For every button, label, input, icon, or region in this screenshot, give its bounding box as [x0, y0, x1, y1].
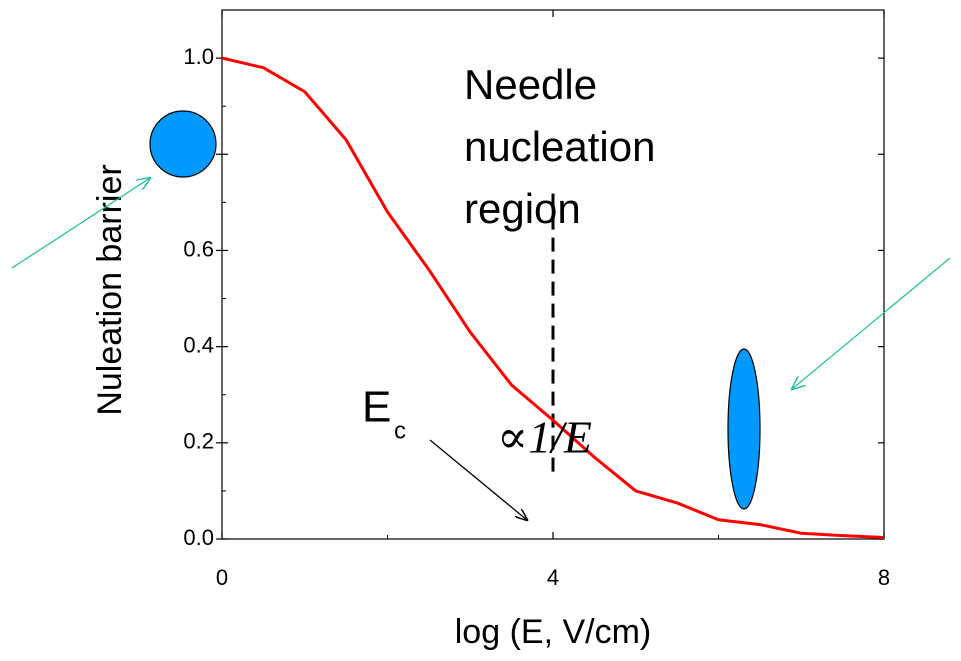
- y-tick-label: 1.0: [183, 44, 214, 69]
- scaling-label: ∝1/E: [497, 412, 592, 463]
- x-tick-label: 0: [216, 565, 228, 590]
- overlay: E c ∝1/E Needle nucleation region: [11, 61, 951, 520]
- pointer-arrow: [11, 178, 150, 269]
- sphere-shape: [149, 110, 217, 178]
- region-label: Needle: [464, 61, 597, 108]
- y-axis-label: Nuleation barrier: [91, 164, 129, 415]
- x-tick-label: 4: [547, 565, 559, 590]
- x-axis-label: log (E, V/cm): [455, 613, 651, 651]
- ec-arrow: [429, 439, 527, 520]
- region-label: nucleation: [464, 123, 655, 170]
- needle-shape: [727, 348, 761, 510]
- data-line: [221, 56, 885, 540]
- x-tick-label: 8: [878, 565, 890, 590]
- y-tick-label: 0.6: [183, 236, 214, 261]
- ec-label: E: [362, 383, 391, 432]
- y-tick-label: 0.0: [183, 525, 214, 550]
- pointer-arrow: [792, 257, 951, 389]
- y-tick-label: 0.4: [183, 332, 214, 357]
- y-tick-label: 0.2: [183, 429, 214, 454]
- ec-subscript: c: [394, 417, 406, 444]
- region-label: region: [464, 185, 581, 232]
